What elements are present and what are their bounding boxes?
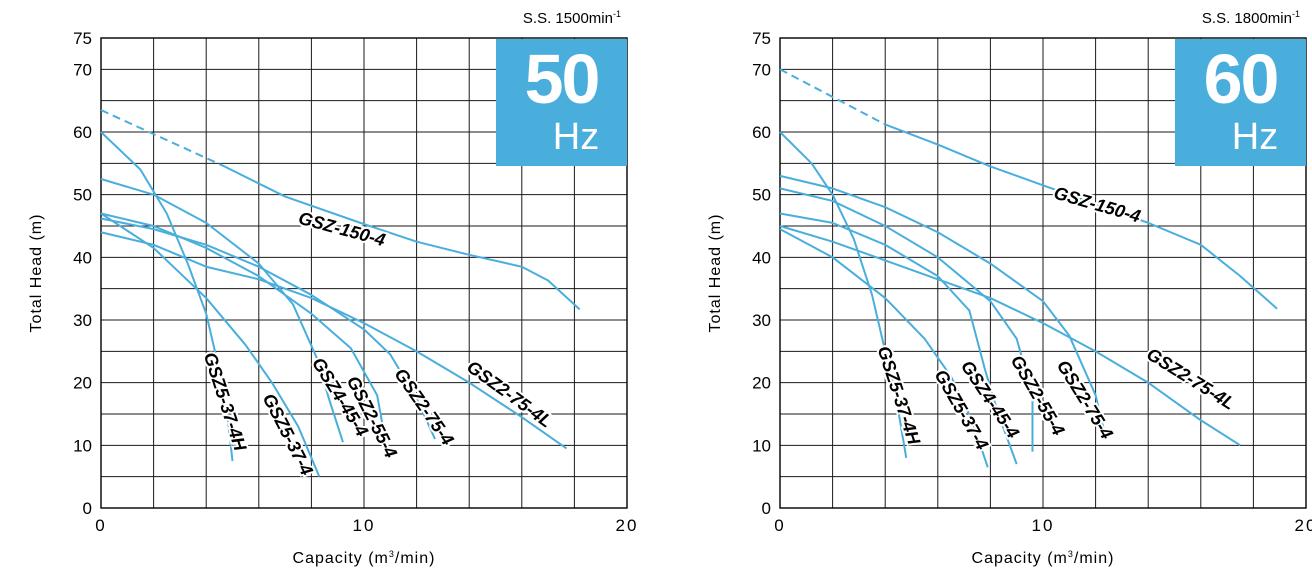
y-axis-label: Total Head (m): [28, 214, 45, 333]
speed-label-text: S.S. 1800min: [1202, 10, 1292, 27]
y-tick-label: 75: [752, 29, 771, 48]
y-tick-label: 20: [73, 374, 92, 393]
speed-label-text: S.S. 1500min: [523, 10, 613, 27]
plot-frame: [100, 37, 628, 509]
curve-dashed: [779, 68, 886, 126]
speed-label-sup: -1: [613, 9, 621, 19]
y-tick-label: 10: [752, 436, 771, 455]
curve: [779, 187, 1034, 452]
curve: [224, 165, 581, 311]
curve: [100, 131, 234, 462]
curve-dashed: [100, 109, 226, 168]
frequency-badge: [1175, 39, 1306, 166]
x-tick-label: 10: [1032, 516, 1055, 535]
x-tick-label: 10: [353, 516, 376, 535]
y-tick-label: 60: [752, 123, 771, 142]
x-axis-label-prefix: Capacity (m: [293, 550, 389, 567]
x-axis-label-sup: 3: [1068, 549, 1074, 559]
y-tick-label: 40: [73, 248, 92, 267]
badge-number: 50: [525, 40, 599, 118]
y-tick-label: 10: [73, 436, 92, 455]
y-tick-label: 20: [752, 374, 771, 393]
x-axis-label-suffix: /min): [1074, 550, 1115, 567]
badge-unit: Hz: [1232, 116, 1278, 158]
y-tick-label: 0: [762, 499, 771, 518]
curve: [100, 212, 321, 478]
x-axis-label-sup: 3: [389, 549, 395, 559]
speed-label: S.S. 1500min-1: [523, 9, 621, 27]
y-tick-label: 0: [83, 499, 92, 518]
curve: [779, 225, 1241, 447]
curve: [779, 228, 989, 468]
y-tick-label: 75: [73, 29, 92, 48]
curve: [779, 212, 1018, 465]
y-tick-label: 40: [752, 248, 771, 267]
curve: [779, 131, 908, 459]
x-axis-label-suffix: /min): [395, 550, 436, 567]
y-tick-label: 30: [752, 311, 771, 330]
speed-label: S.S. 1800min-1: [1202, 9, 1300, 27]
y-tick-label: 50: [752, 186, 771, 205]
y-axis-label: Total Head (m): [707, 214, 724, 333]
badge-number: 60: [1204, 40, 1278, 118]
frequency-badge: [496, 39, 627, 166]
curve: [779, 174, 1108, 440]
x-axis-label: Capacity (m3/min): [972, 549, 1115, 567]
y-tick-label: 50: [73, 186, 92, 205]
badge-unit: Hz: [553, 116, 599, 158]
speed-label-sup: -1: [1292, 9, 1300, 19]
x-axis-label: Capacity (m3/min): [293, 549, 436, 567]
y-tick-label: 70: [73, 60, 92, 79]
y-tick-label: 70: [752, 60, 771, 79]
x-tick-label: 20: [1295, 516, 1312, 535]
curve: [884, 123, 1278, 310]
curve: [100, 231, 568, 450]
x-tick-label: 0: [774, 516, 785, 535]
plot-frame: [779, 37, 1307, 509]
x-tick-label: 0: [95, 516, 106, 535]
curve: [100, 178, 344, 443]
y-tick-label: 60: [73, 123, 92, 142]
x-tick-label: 20: [616, 516, 639, 535]
x-axis-label-prefix: Capacity (m: [972, 550, 1068, 567]
y-tick-label: 30: [73, 311, 92, 330]
